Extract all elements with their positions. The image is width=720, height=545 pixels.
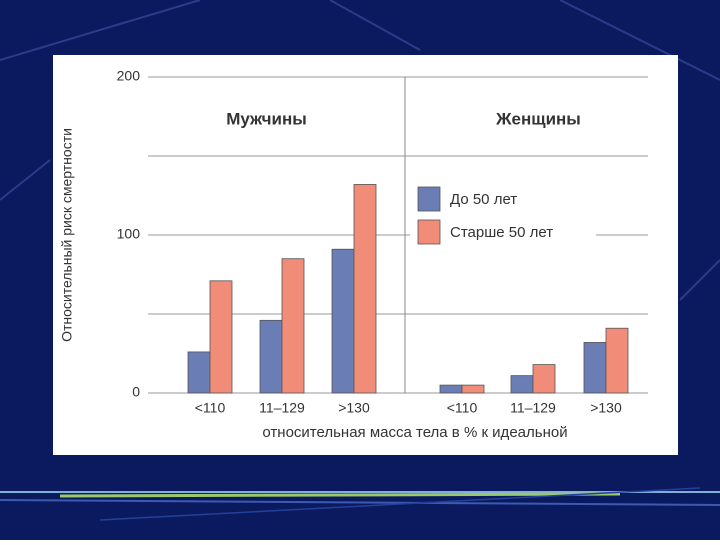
bar [187,351,211,394]
panel-title: Мужчины [226,109,307,128]
y-tick-label: 100 [117,226,141,242]
y-axis-label: Относительный риск смертности [59,128,75,342]
bar [439,384,463,394]
legend-swatch [417,186,441,212]
x-tick-label: 11–129 [510,400,556,416]
bar [209,280,233,394]
legend-label: Старше 50 лет [450,224,553,241]
bar [583,342,607,394]
bar [331,248,355,394]
panel-title: Женщины [495,109,581,128]
legend-label: До 50 лет [450,191,517,208]
bar [532,364,556,394]
x-axis-label: относительная масса тела в % к идеальной [262,424,567,441]
bar [281,258,305,394]
bar [461,384,485,394]
x-tick-label: <110 [447,400,478,416]
bottom-lines [0,487,720,521]
bar [510,375,534,394]
y-tick-label: 0 [132,384,140,400]
x-tick-label: >130 [590,400,622,416]
bar [259,319,283,394]
decoration [0,0,720,301]
bar [605,327,629,394]
legend-background [410,176,596,246]
x-tick-label: >130 [338,400,370,416]
legend-swatch [417,219,441,245]
x-tick-label: <110 [195,400,226,416]
x-tick-label: 11–129 [259,400,305,416]
y-tick-label: 200 [117,68,141,84]
bar [353,184,377,394]
